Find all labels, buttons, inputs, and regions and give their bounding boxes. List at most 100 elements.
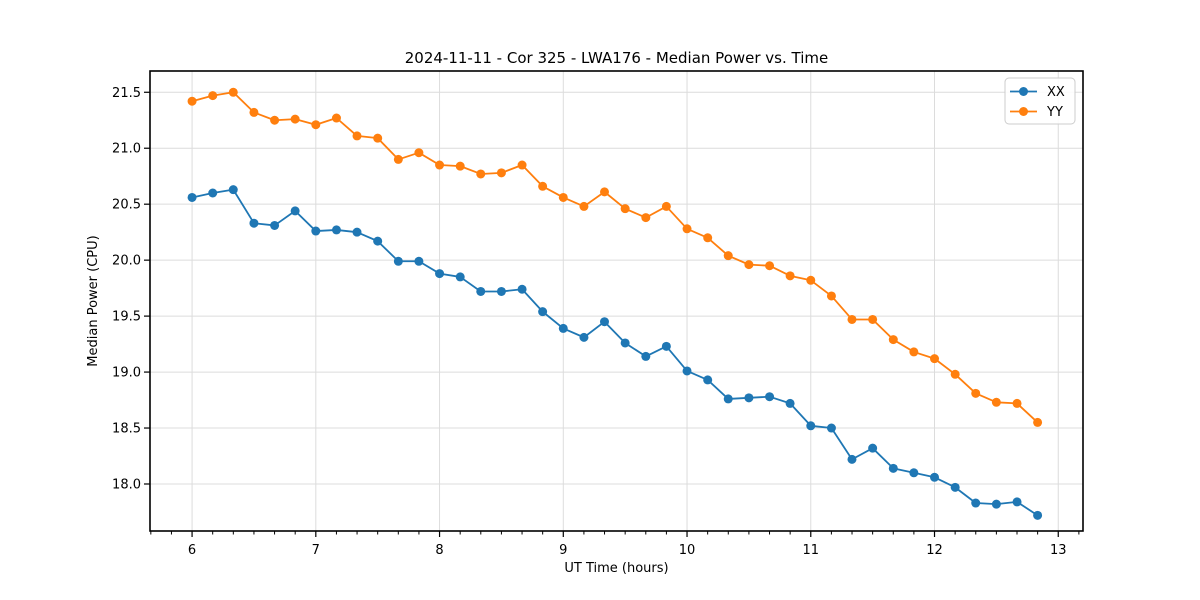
data-point-yy: [1012, 398, 1022, 408]
data-point-xx: [208, 188, 218, 198]
data-point-yy: [744, 260, 754, 270]
data-point-xx: [682, 366, 692, 376]
x-tick-label: 9: [559, 543, 567, 558]
axis-ticks: 6 7 8 9 10 11 12 13 18.0 18.5 19.0 19.5 20.0 20.5 21.0…: [112, 86, 1080, 558]
data-point-yy: [991, 397, 1001, 407]
data-point-xx: [765, 392, 775, 402]
x-tick-label: 6: [188, 543, 196, 558]
data-point-xx: [868, 443, 878, 453]
data-point-yy: [888, 335, 898, 345]
data-point-yy: [765, 261, 775, 271]
data-point-xx: [1012, 497, 1022, 507]
data-point-xx: [228, 185, 238, 195]
y-tick-label: 21.5: [112, 86, 141, 101]
data-point-yy: [290, 114, 300, 124]
chart-title: 2024-11-11 - Cor 325 - LWA176 - Median P…: [405, 49, 829, 67]
data-point-yy: [496, 168, 506, 178]
data-point-yy: [311, 120, 321, 130]
data-point-xx: [579, 332, 589, 342]
data-point-xx: [826, 423, 836, 433]
legend-marker-xx-icon: [1019, 87, 1028, 96]
data-point-yy: [249, 107, 259, 117]
x-tick-label: 8: [435, 543, 443, 558]
data-point-xx: [435, 269, 445, 279]
data-point-yy: [1033, 417, 1043, 427]
data-point-xx: [331, 225, 341, 235]
data-point-yy: [620, 204, 630, 214]
data-point-xx: [620, 338, 630, 348]
y-tick-label: 18.5: [112, 422, 141, 437]
y-tick-label: 19.0: [112, 366, 141, 381]
x-tick-label: 11: [802, 543, 819, 558]
data-point-xx: [476, 286, 486, 296]
data-point-yy: [661, 201, 671, 211]
data-point-xx: [785, 398, 795, 408]
data-point-yy: [847, 314, 857, 324]
data-point-yy: [909, 347, 919, 357]
data-point-xx: [414, 256, 424, 266]
data-point-xx: [641, 351, 651, 361]
data-point-xx: [950, 482, 960, 492]
data-point-xx: [703, 375, 713, 385]
data-point-xx: [558, 323, 568, 333]
data-point-yy: [187, 96, 197, 106]
data-point-yy: [682, 224, 692, 234]
data-point-xx: [806, 421, 816, 431]
data-point-xx: [991, 499, 1001, 509]
data-point-xx: [744, 393, 754, 403]
x-axis-label: UT Time (hours): [564, 561, 668, 576]
data-point-xx: [455, 272, 465, 282]
data-point-xx: [599, 317, 609, 327]
legend-entry-xx: XX: [1010, 85, 1065, 100]
data-point-xx: [393, 256, 403, 266]
data-series: [187, 87, 1043, 520]
legend-marker-yy-icon: [1019, 107, 1028, 116]
data-point-yy: [599, 187, 609, 197]
data-point-yy: [930, 354, 940, 364]
data-point-xx: [270, 220, 280, 230]
data-point-xx: [373, 236, 383, 246]
data-point-yy: [785, 271, 795, 281]
data-point-yy: [228, 87, 238, 97]
data-point-xx: [888, 463, 898, 473]
data-point-yy: [373, 133, 383, 143]
x-tick-label: 13: [1050, 543, 1067, 558]
data-point-xx: [352, 227, 362, 237]
data-point-xx: [971, 498, 981, 508]
data-point-xx: [496, 286, 506, 296]
data-point-xx: [661, 341, 671, 351]
data-point-yy: [455, 161, 465, 171]
data-point-xx: [930, 472, 940, 482]
data-point-yy: [723, 251, 733, 261]
data-point-yy: [435, 160, 445, 170]
data-point-xx: [249, 218, 259, 228]
data-point-yy: [868, 314, 878, 324]
data-point-yy: [208, 91, 218, 101]
data-point-xx: [538, 307, 548, 317]
grid: [150, 71, 1083, 531]
data-point-yy: [270, 115, 280, 125]
data-point-yy: [641, 213, 651, 223]
data-point-yy: [517, 160, 527, 170]
y-axis-label: Median Power (CPU): [86, 235, 101, 366]
y-tick-label: 19.5: [112, 310, 141, 325]
y-tick-label: 20.5: [112, 198, 141, 213]
data-point-yy: [414, 148, 424, 158]
data-point-yy: [579, 201, 589, 211]
data-point-yy: [950, 369, 960, 379]
y-tick-label: 20.0: [112, 254, 141, 269]
data-point-yy: [538, 181, 548, 191]
data-point-yy: [352, 131, 362, 141]
legend-label-yy: YY: [1046, 105, 1063, 120]
x-tick-label: 7: [312, 543, 320, 558]
data-point-xx: [909, 468, 919, 478]
data-point-yy: [806, 275, 816, 285]
data-point-xx: [723, 394, 733, 404]
y-tick-label: 18.0: [112, 477, 141, 492]
x-tick-label: 10: [679, 543, 696, 558]
data-point-yy: [476, 169, 486, 179]
plot-border: [149, 70, 1084, 532]
x-tick-label: 12: [926, 543, 943, 558]
data-point-xx: [517, 284, 527, 294]
